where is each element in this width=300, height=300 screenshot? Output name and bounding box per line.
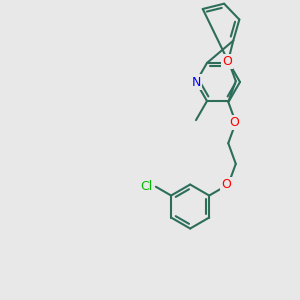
Text: Cl: Cl bbox=[141, 180, 153, 193]
Text: O: O bbox=[222, 55, 232, 68]
Text: O: O bbox=[229, 116, 239, 129]
Text: N: N bbox=[191, 76, 201, 88]
Text: O: O bbox=[221, 178, 231, 191]
